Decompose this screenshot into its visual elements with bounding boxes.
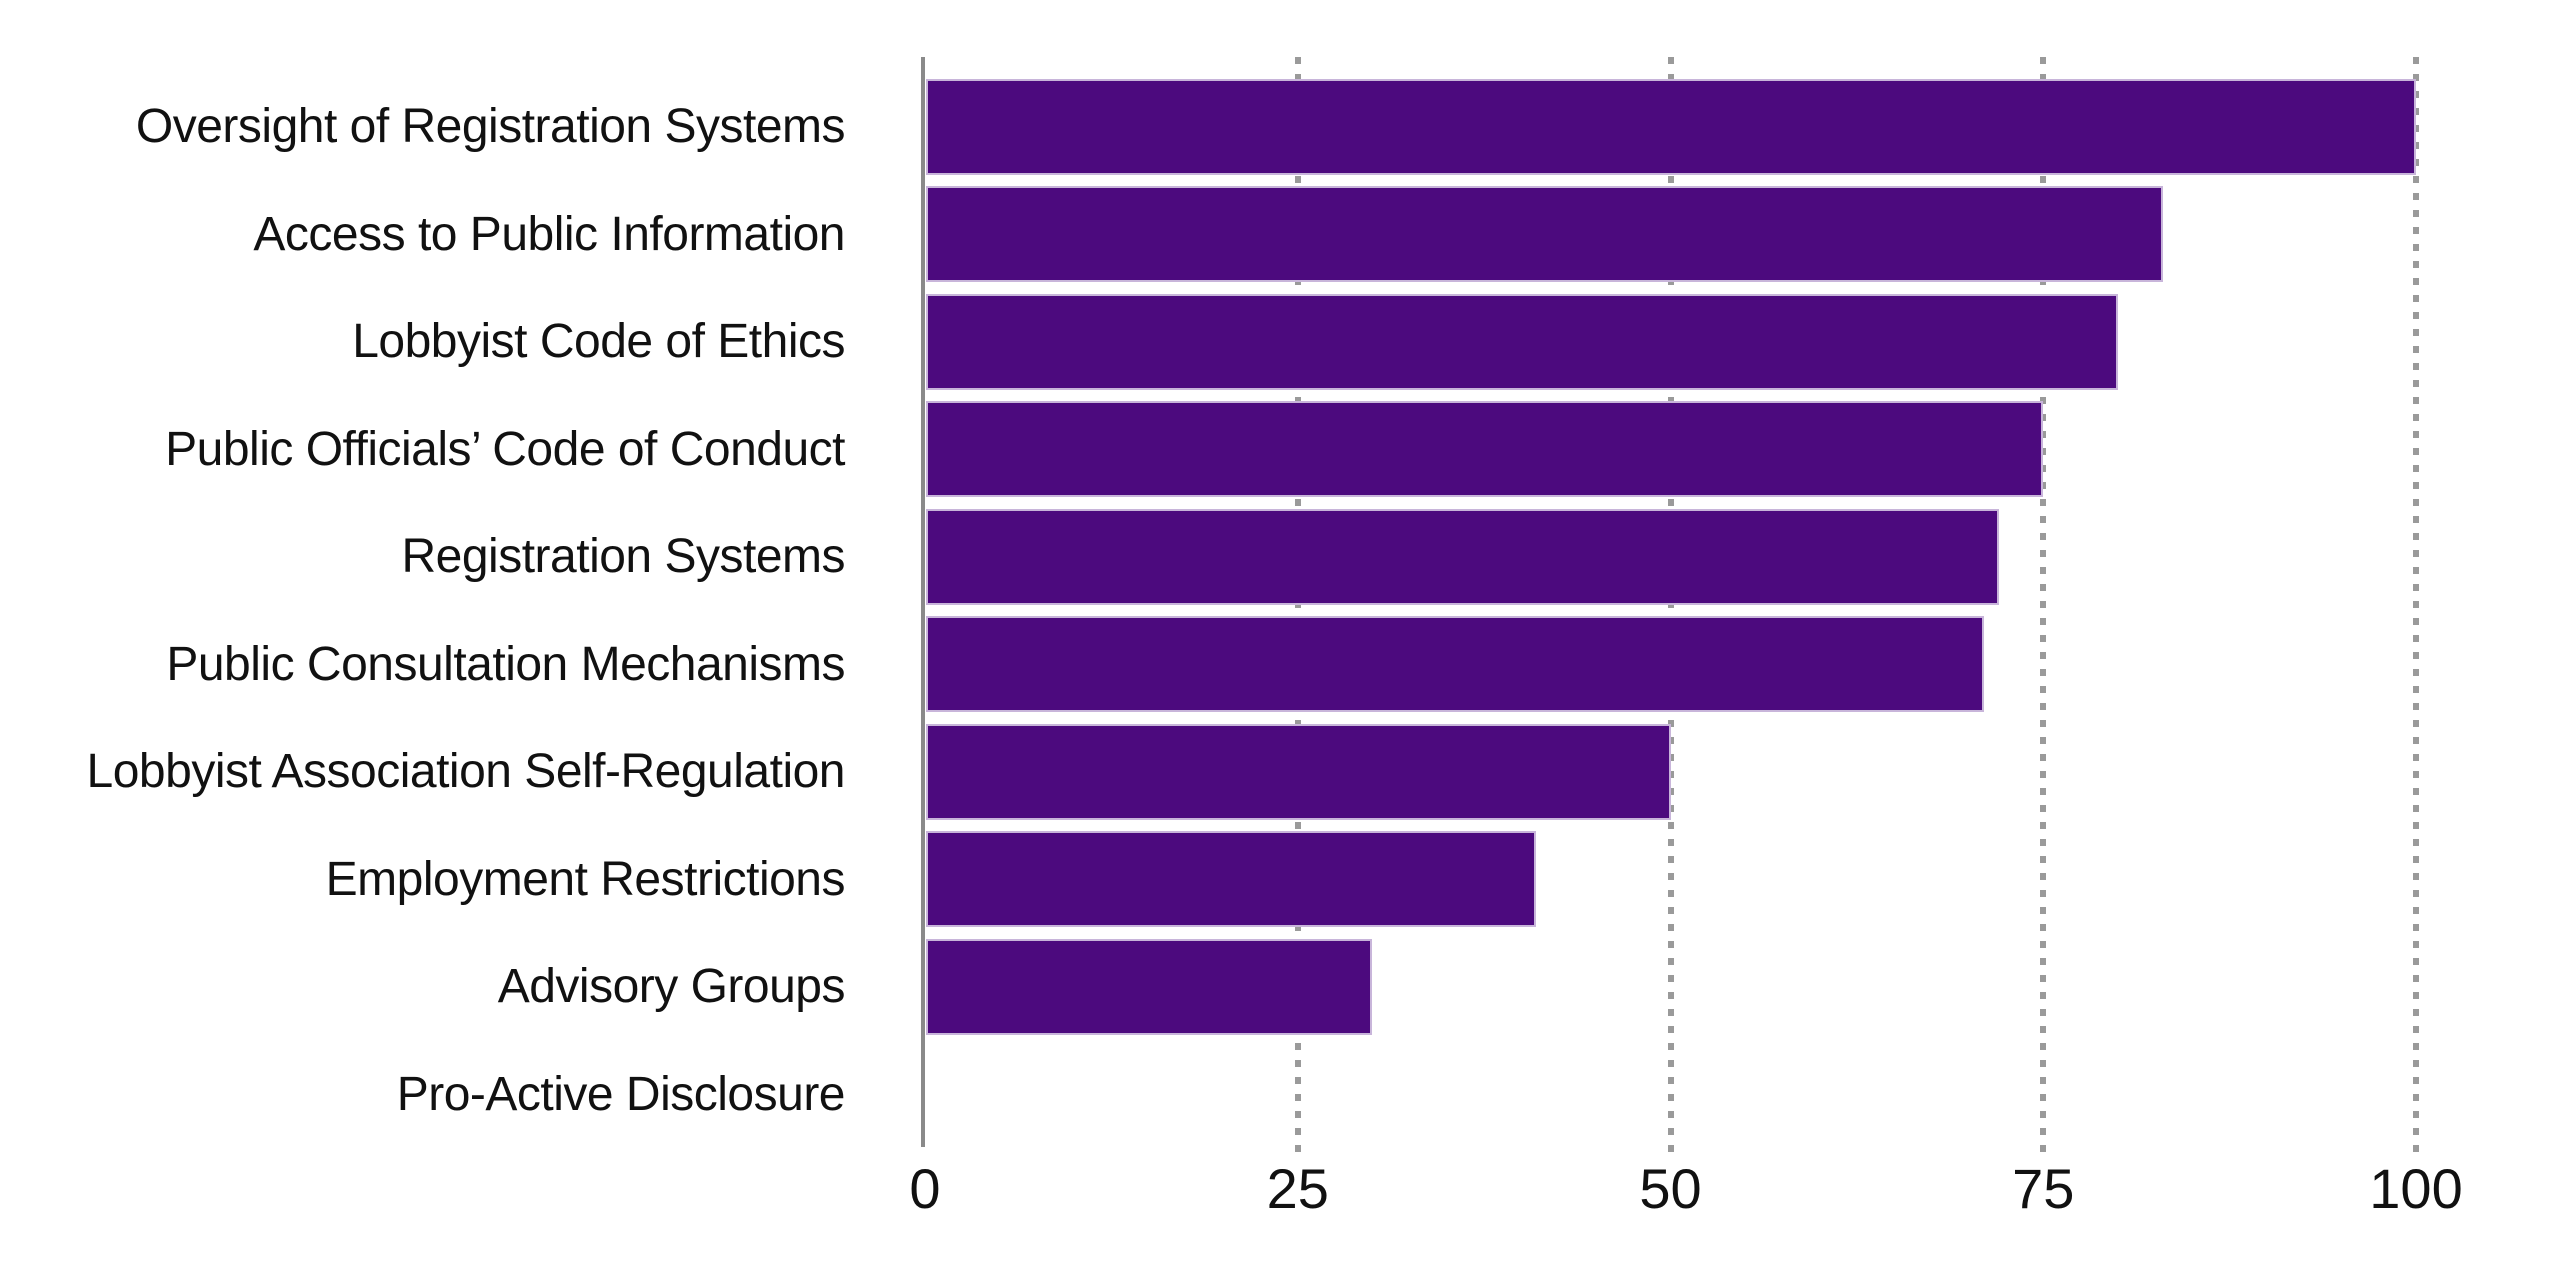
category-label: Access to Public Information xyxy=(253,207,845,261)
category-label: Employment Restrictions xyxy=(325,852,846,906)
x-tick-label: 100 xyxy=(2369,1157,2463,1220)
gridline xyxy=(2413,57,2419,1152)
x-tick-label: 50 xyxy=(1639,1157,1702,1220)
category-label: Public Officials’ Code of Conduct xyxy=(165,422,845,476)
bar xyxy=(926,938,1373,1035)
bar xyxy=(926,508,1999,605)
y-axis-line xyxy=(921,57,925,1147)
category-label: Lobbyist Association Self-Regulation xyxy=(86,745,846,799)
bar xyxy=(926,723,1671,820)
bar xyxy=(926,401,2044,498)
gridline xyxy=(2040,57,2047,1152)
x-tick-label: 0 xyxy=(909,1157,941,1220)
category-label: Lobbyist Code of Ethics xyxy=(352,315,845,369)
bar xyxy=(926,831,1537,928)
category-label: Pro-Active Disclosure xyxy=(396,1067,846,1121)
category-label: Public Consultation Mechanisms xyxy=(166,637,845,691)
category-label: Registration Systems xyxy=(401,530,846,584)
category-label: Oversight of Registration Systems xyxy=(135,100,846,154)
x-tick-label: 75 xyxy=(2012,1157,2075,1220)
bar xyxy=(926,293,2118,390)
bar xyxy=(926,78,2416,175)
bar xyxy=(926,616,1984,713)
category-label: Advisory Groups xyxy=(497,960,846,1014)
bar xyxy=(926,186,2163,283)
x-tick-label: 25 xyxy=(1266,1157,1329,1220)
